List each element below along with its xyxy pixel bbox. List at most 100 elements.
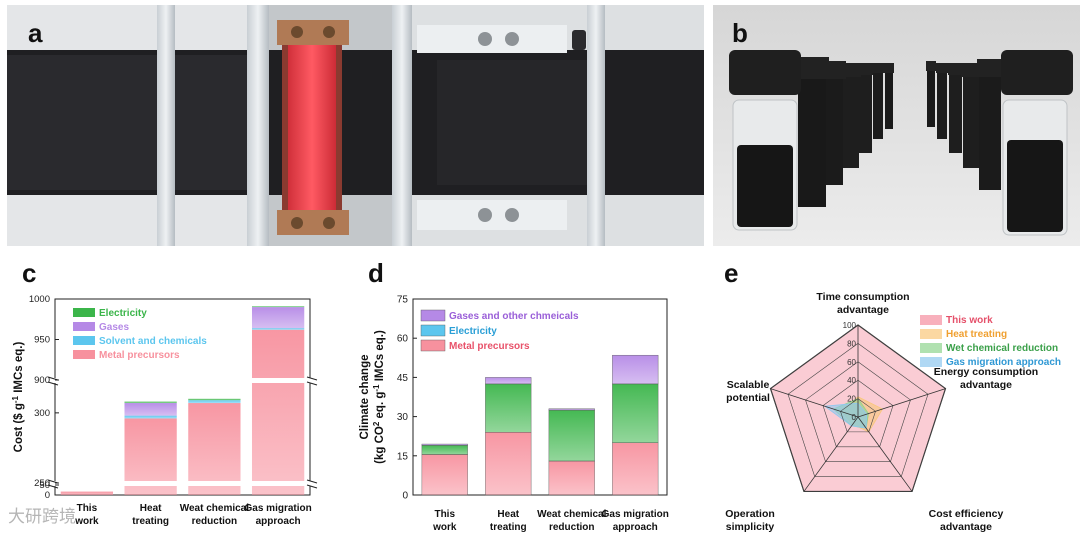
radar-spoke [803, 416, 859, 492]
radar-axis-label: simplicity [726, 521, 775, 533]
photo-panel-b [713, 5, 1080, 246]
photo-b-vials [713, 5, 1080, 246]
legend-label: Metal precursors [99, 350, 180, 361]
legend-swatch [420, 324, 446, 337]
legend-label: Wet chemical reduction [946, 343, 1058, 354]
radar-tick-label: 20 [847, 395, 856, 404]
panel-label-e: e [724, 258, 739, 288]
legend-swatch [920, 315, 942, 325]
panel-label-c: c [22, 258, 37, 288]
radar-axis-label: Cost efficiency [929, 508, 1004, 520]
x-tick-label: Gas migration [602, 509, 669, 520]
y-tick-label: 15 [397, 451, 409, 462]
bar-metal-precursors [251, 329, 305, 495]
bar-solvent-and-chemicals [124, 415, 177, 419]
radar-grid-ring [840, 398, 876, 433]
y-tick-label: 1000 [29, 294, 50, 305]
axis-break-band [49, 481, 316, 486]
bar-electricity [612, 383, 659, 443]
panel-label-b: b [732, 18, 748, 48]
y-tick-label: 250 [34, 478, 50, 489]
x-tick-label: work [74, 516, 99, 527]
radar-axis-label: advantage [960, 379, 1012, 391]
axis-break-mark [47, 381, 59, 386]
bar-electricity [251, 306, 305, 308]
y-tick-label: 0 [45, 490, 50, 501]
y-tick-label: 45 [397, 373, 409, 384]
y-tick-label: 950 [34, 335, 50, 346]
radar-axis-label: Energy consumption [934, 366, 1038, 378]
bar-solvent-and-chemicals [251, 328, 305, 330]
x-tick-label: treating [132, 516, 169, 527]
axis-break-mark [306, 381, 318, 386]
legend-swatch [920, 343, 942, 353]
x-tick-label: This [77, 503, 98, 514]
legend-label: Gases and other chmeicals [449, 311, 579, 322]
x-tick-label: Weat chemical [537, 509, 607, 520]
radar-grid-ring [787, 343, 929, 477]
y-tick-label: 60 [397, 334, 409, 345]
y-tick-label: 900 [34, 375, 50, 386]
x-tick-label: approach [256, 516, 301, 527]
y-axis-label-line2: (kg CO2 eq. g-1 IMCs eq.) [372, 330, 387, 464]
photo-a-test-rig [7, 5, 704, 246]
bar-metal-precursors [485, 432, 532, 496]
vials-right [926, 50, 1073, 236]
y-tick-label: 75 [397, 295, 409, 306]
chart-d-climate-change: This work Heat treating Weat chemical reducti… [359, 295, 669, 534]
radar-spoke [857, 388, 946, 418]
panel-label-d: d [368, 258, 384, 288]
y-tick-label: 50 [39, 480, 50, 491]
x-tick-label: Heat [497, 509, 519, 520]
bar-metal-precursors [612, 442, 659, 496]
radar-grid-ring [822, 379, 894, 448]
y-axis-label: Cost ($ g-1 IMCs eq.) [11, 342, 26, 453]
bar-gases-and-other-chmeicals [612, 354, 659, 385]
radar-grid-ring [770, 324, 946, 492]
legend-swatch [73, 336, 95, 345]
x-tick-label: reduction [192, 516, 238, 527]
watermark-text: 大研跨境 [8, 507, 76, 527]
y-tick-label: 30 [397, 412, 409, 423]
y-axis-label-line1: Climate change [359, 355, 371, 440]
x-tick-label: reduction [549, 522, 595, 533]
legend-label: Solvent and chemicals [99, 336, 207, 347]
bar-electricity [124, 401, 177, 404]
bar-metal-precursors [60, 491, 114, 495]
radar-tick-label: 0 [852, 413, 857, 422]
bar-electricity [421, 445, 468, 455]
radar-tick-label: 80 [847, 339, 856, 348]
radar-spoke [857, 416, 913, 492]
photo-panel-a [7, 5, 704, 246]
legend-label: Metal precursors [449, 341, 530, 352]
legend-label: Electricity [99, 308, 147, 319]
radar-axis-label: Time consumption [816, 291, 909, 303]
axis-break-mark [306, 376, 318, 381]
legend-swatch [920, 357, 942, 367]
legend-swatch [73, 308, 95, 317]
legend-label: Heat treating [946, 329, 1007, 340]
bar-gases-and-other-chmeicals [548, 408, 595, 411]
axis-break-mark [306, 479, 318, 484]
x-tick-label: Heat [140, 503, 162, 514]
radar-axis-label: Scalable [727, 379, 770, 391]
legend-label: Gases [99, 322, 129, 333]
legend-swatch [73, 322, 95, 331]
axis-break-mark [47, 484, 59, 489]
bar-electricity [485, 383, 532, 433]
x-tick-label: work [432, 522, 457, 533]
radar-spoke [770, 388, 859, 418]
radar-axis-label: Operation [725, 508, 775, 520]
bar-solvent-and-chemicals [188, 400, 241, 404]
radar-axis-label: advantage [837, 304, 889, 316]
bar-gases-and-other-chmeicals [485, 377, 532, 385]
panel-label-a: a [28, 18, 43, 48]
legend-label: This work [946, 315, 993, 326]
x-tick-label: Gas migration [245, 503, 312, 514]
legend-label: Gas migration approach [946, 357, 1061, 368]
radar-tick-label: 40 [847, 376, 856, 385]
y-tick-label: 300 [34, 408, 50, 419]
axis-break-mark [306, 484, 318, 489]
bar-gases [124, 403, 177, 416]
